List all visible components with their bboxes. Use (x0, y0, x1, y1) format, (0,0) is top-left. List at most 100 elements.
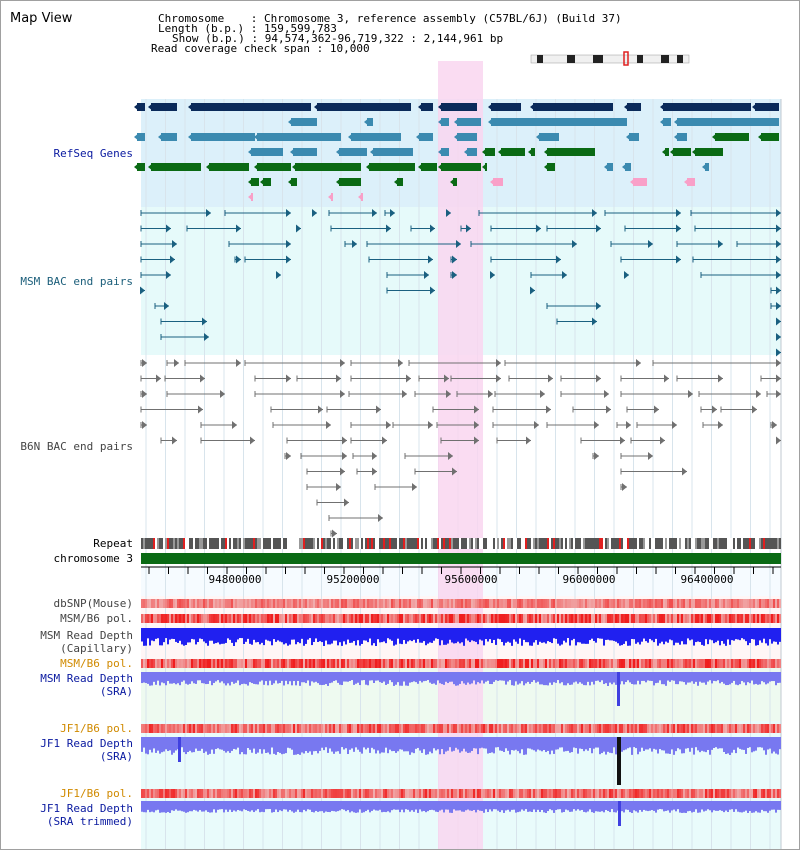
dbsnp-heat-mark (709, 599, 711, 608)
dbsnp-heat-mark (251, 599, 253, 608)
msm-b6-pol-sra-mark (487, 659, 489, 668)
jf1-b6-pol-trim-mark (351, 789, 353, 798)
msm-b6-pol-mark (319, 614, 321, 623)
msm-sra-depth-bar (263, 672, 265, 685)
repeat-mark (509, 538, 511, 549)
msm-sra-depth-bar (555, 672, 557, 683)
msm-sra-depth-bar (693, 672, 695, 684)
msm-b6-pol-sra-mark (165, 659, 167, 668)
jf1-sra-depth-bar (269, 737, 271, 755)
msm-b6-pol-sra-mark (155, 659, 157, 668)
msm-capillary-depth-bar (241, 628, 243, 639)
jf1-b6-pol-mark (419, 724, 421, 733)
track-label-dbsnp[interactable]: dbSNP(Mouse) (53, 597, 133, 610)
refseq-gene (627, 103, 641, 111)
msm-b6-pol-mark (621, 614, 623, 623)
track-label-jf1-depth-sra-1[interactable]: JF1 Read Depth (40, 737, 133, 750)
msm-sra-depth-bar (377, 672, 379, 681)
msm-capillary-depth-bar (621, 628, 623, 646)
jf1-sra-depth-bar (155, 737, 157, 753)
dbsnp-heat-mark (623, 599, 625, 608)
jf1-sra-depth-bar (569, 737, 571, 753)
msm-bac-pair-arrow (596, 224, 601, 233)
msm-b6-pol-mark (423, 614, 425, 623)
jf1-b6-pol-mark (495, 724, 497, 733)
msm-sra-depth-bar (169, 672, 171, 684)
jf1-trim-depth-bar (235, 801, 237, 812)
msm-b6-pol-sra-mark (271, 659, 273, 668)
msm-sra-depth-bar (191, 672, 193, 682)
msm-capillary-depth-bar (189, 628, 191, 643)
jf1-sra-depth-bar (165, 737, 167, 750)
msm-sra-depth-bar (493, 672, 495, 682)
track-label-msm-depth-sra-1[interactable]: MSM Read Depth (40, 672, 133, 685)
jf1-trim-depth-bar (313, 801, 315, 813)
jf1-b6-pol-mark (437, 724, 439, 733)
track-label-repeat[interactable]: Repeat (93, 537, 133, 550)
msm-capillary-depth-bar (651, 628, 653, 641)
msm-capillary-depth-bar (721, 628, 723, 642)
msm-b6-pol-sra-mark (439, 659, 441, 668)
track-label-jf1-depth-trim-1[interactable]: JF1 Read Depth (40, 802, 133, 815)
gene-arrow (394, 178, 399, 186)
repeat-mark (749, 538, 751, 549)
gene-arrow (188, 103, 193, 111)
jf1-trim-depth-bar (683, 801, 685, 813)
msm-bac-pair-arrow (390, 209, 395, 217)
track-label-msm-bac[interactable]: MSM BAC end pairs (20, 275, 133, 288)
track-label-refseq[interactable]: RefSeq Genes (53, 147, 133, 160)
coverage-info: Read coverage check span : 10,000 (151, 42, 370, 55)
jf1-b6-pol-mark (183, 724, 185, 733)
msm-sra-depth-bar (207, 672, 209, 684)
msm-sra-depth-bar (523, 672, 525, 686)
msm-sra-depth-bar (657, 672, 659, 683)
jf1-trim-depth-bar (395, 801, 397, 810)
jf1-b6-pol-mark (267, 724, 269, 733)
track-label-jf1-b6-pol-1[interactable]: JF1/B6 pol. (60, 722, 133, 735)
msm-sra-depth-bar (655, 672, 657, 684)
msm-sra-depth-bar (773, 672, 775, 682)
msm-b6-pol-mark (581, 614, 583, 623)
jf1-b6-pol-trim-mark (365, 789, 367, 798)
jf1-sra-depth-bar (201, 737, 203, 749)
msm-b6-pol-sra-mark (191, 659, 193, 668)
jf1-b6-pol-mark (365, 724, 367, 733)
track-label-b6n-bac[interactable]: B6N BAC end pairs (20, 440, 133, 453)
dbsnp-heat-mark (487, 599, 489, 608)
track-label-msm-depth-cap-1[interactable]: MSM Read Depth (40, 629, 133, 642)
msm-sra-depth-bar (711, 672, 713, 684)
jf1-b6-pol-trim-mark (309, 789, 311, 798)
jf1-trim-depth-bar (779, 801, 781, 810)
msm-capillary-depth-bar (661, 628, 663, 642)
jf1-trim-depth-bar (491, 801, 493, 812)
msm-sra-depth-bar (687, 672, 689, 683)
b6n-bac-pair-arrow (776, 436, 781, 445)
jf1-sra-depth-bar (409, 737, 411, 755)
jf1-b6-pol-mark (743, 724, 745, 733)
repeat-mark (659, 538, 661, 549)
msm-sra-depth-bar (563, 672, 565, 686)
track-label-chromosome[interactable]: chromosome 3 (53, 552, 133, 565)
msm-sra-depth-bar (471, 672, 473, 684)
dbsnp-heat-mark (227, 599, 229, 608)
msm-sra-depth-bar (621, 672, 623, 682)
repeat-mark (275, 538, 277, 549)
jf1-trim-depth-bar (409, 801, 411, 812)
msm-b6-pol-sra-mark (381, 659, 383, 668)
dbsnp-heat-mark (323, 599, 325, 608)
track-label-msm-b6-pol-2[interactable]: MSM/B6 pol. (60, 657, 133, 670)
jf1-trim-depth-bar (453, 801, 455, 810)
track-label-jf1-b6-pol-2[interactable]: JF1/B6 pol. (60, 787, 133, 800)
jf1-sra-depth-bar (671, 737, 673, 750)
repeat-mark (289, 538, 291, 549)
msm-sra-depth-bar (487, 672, 489, 681)
msm-b6-pol-mark (193, 614, 195, 623)
repeat-mark (743, 538, 745, 549)
jf1-sra-depth-bar (493, 737, 495, 754)
msm-capillary-depth-bar (331, 628, 333, 644)
dbsnp-heat-mark (647, 599, 649, 608)
jf1-sra-depth-bar (331, 737, 333, 752)
track-label-msm-b6-pol-1[interactable]: MSM/B6 pol. (60, 612, 133, 625)
msm-b6-pol-sra-mark (345, 659, 347, 668)
